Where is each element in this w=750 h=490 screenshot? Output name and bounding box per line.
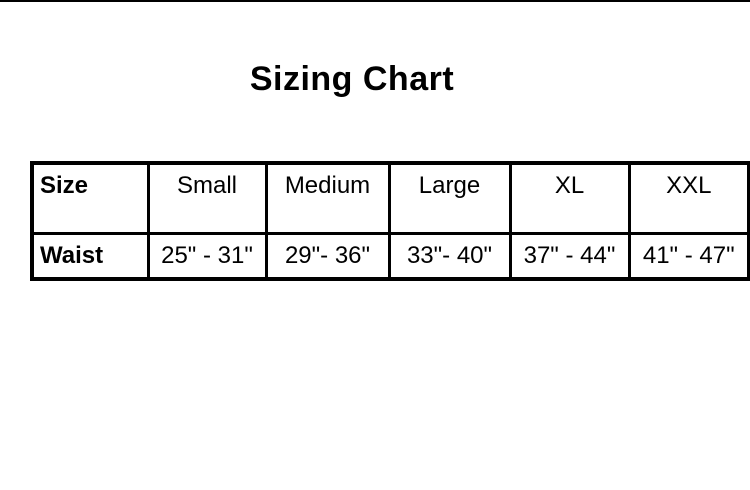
size-cell-medium: Medium [264,161,391,235]
waist-cell-large: 33"- 40" [387,232,512,281]
size-cell-large: Large [387,161,512,235]
row-label-size: Size [30,161,150,235]
size-cell-xxl: XXL [627,161,750,235]
size-cell-small: Small [146,161,268,235]
waist-cell-xl: 37" - 44" [508,232,631,281]
table-row-waist: Waist 25" - 31" 29"- 36" 33"- 40" 37" - … [30,232,750,281]
size-cell-xl: XL [508,161,631,235]
waist-cell-medium: 29"- 36" [264,232,391,281]
sizing-table: Size Small Medium Large XL XXL Waist 25"… [30,161,750,281]
waist-cell-small: 25" - 31" [146,232,268,281]
top-edge-line [0,0,750,2]
table-row-size: Size Small Medium Large XL XXL [30,161,750,235]
waist-cell-xxl: 41" - 47" [627,232,750,281]
page-title: Sizing Chart [249,60,455,98]
row-label-waist: Waist [30,232,150,281]
